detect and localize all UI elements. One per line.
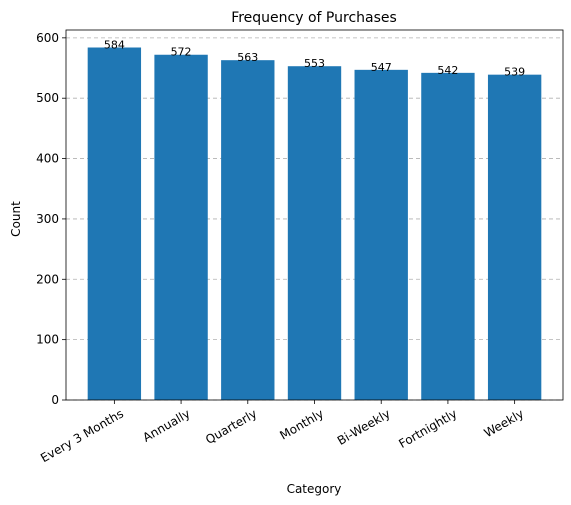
- y-tick-label: 300: [36, 212, 59, 226]
- data-label: 539: [504, 66, 525, 79]
- x-axis-label: Category: [287, 482, 342, 496]
- x-tick-label: Monthly: [277, 406, 326, 442]
- y-axis-label: Count: [9, 201, 23, 237]
- x-axis: Every 3 Months Annually Quarterly Monthly Bi…: [38, 400, 526, 465]
- x-tick-label: Fortnightly: [396, 406, 459, 451]
- x-tick-label: Weekly: [482, 406, 527, 440]
- data-label: 547: [371, 61, 392, 74]
- y-axis: 0 100 200 300 400 500 600: [36, 31, 66, 407]
- bar: [221, 60, 275, 401]
- data-label: 572: [171, 46, 192, 59]
- bar: [421, 72, 475, 401]
- y-tick-label: 400: [36, 152, 59, 166]
- x-tick-label: Every 3 Months: [38, 406, 126, 465]
- data-labels: 584 572 563 553 547 542 539: [104, 39, 525, 79]
- bar: [87, 47, 142, 400]
- bars: [87, 47, 542, 401]
- bar: [354, 69, 408, 401]
- y-tick-label: 500: [36, 91, 59, 105]
- data-label: 553: [304, 57, 325, 70]
- chart-title: Frequency of Purchases: [231, 10, 397, 26]
- bar: [487, 74, 542, 400]
- bar: [287, 66, 342, 400]
- data-label: 542: [437, 64, 458, 77]
- y-tick-label: 600: [36, 31, 59, 45]
- y-tick-label: 100: [36, 333, 59, 347]
- x-tick-label: Bi-Weekly: [335, 406, 393, 447]
- x-tick-label: Quarterly: [203, 406, 259, 447]
- y-tick-label: 0: [51, 393, 59, 407]
- y-tick-label: 200: [36, 272, 59, 286]
- data-label: 563: [237, 51, 258, 64]
- bar: [154, 54, 208, 401]
- x-tick-label: Annually: [140, 406, 192, 444]
- data-label: 584: [104, 39, 125, 52]
